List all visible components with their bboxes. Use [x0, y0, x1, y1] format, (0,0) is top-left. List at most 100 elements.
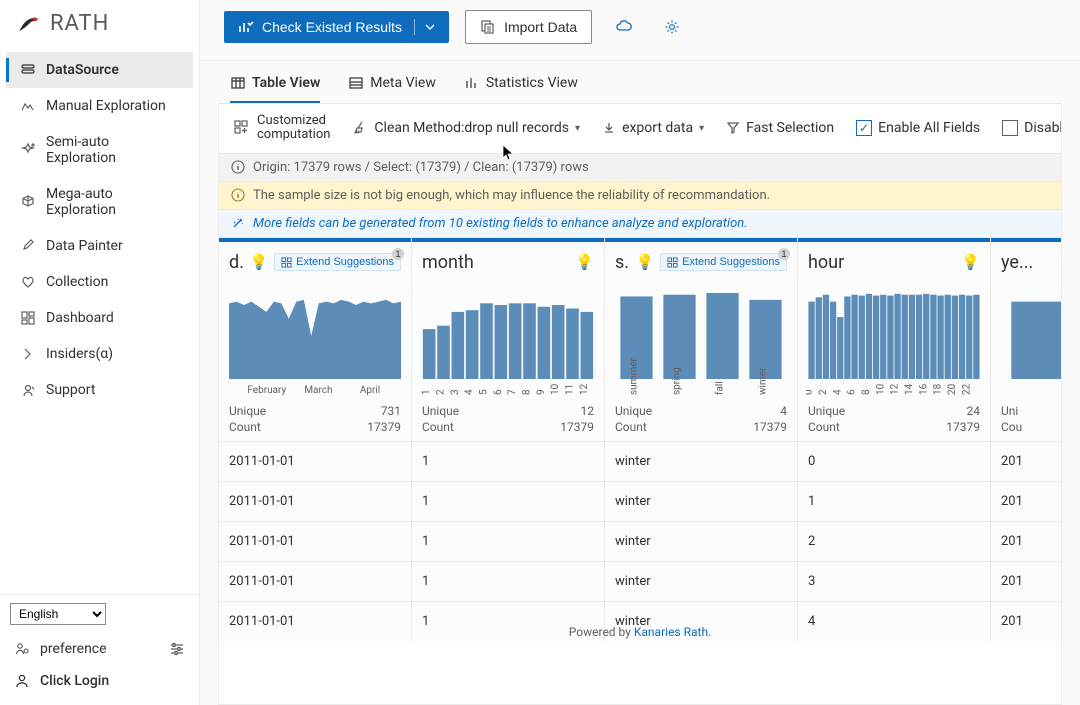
column-header[interactable]: d... 💡 Extend Suggestions1: [219, 238, 411, 281]
svg-text:5: 5: [479, 389, 490, 395]
sidebar-item-label: Semi-auto Exploration: [46, 134, 179, 166]
svg-text:14: 14: [904, 383, 915, 395]
sidebar-item-insiders-[interactable]: Insiders(α): [6, 336, 193, 372]
language-select[interactable]: English: [10, 603, 106, 625]
tab-meta-view[interactable]: Meta View: [348, 75, 436, 103]
data-cell: 2011-01-01: [219, 521, 411, 561]
svg-text:12: 12: [579, 383, 590, 395]
cube-icon: [20, 194, 36, 210]
sidebar-item-manual-exploration[interactable]: Manual Exploration: [6, 88, 193, 124]
data-cell: 201: [991, 601, 1061, 641]
svg-text:0: 0: [806, 389, 815, 395]
info-icon: [231, 188, 245, 202]
cloud-sync-button[interactable]: [608, 11, 640, 43]
svg-text:2: 2: [436, 389, 447, 395]
tab-table-view[interactable]: Table View: [230, 75, 320, 103]
clean-method-select[interactable]: Clean Method:drop null records ▾: [352, 120, 580, 136]
disable-all-label: Disable All Fields: [1024, 120, 1062, 136]
svg-text:9: 9: [536, 389, 547, 395]
data-panel: Customized computation Clean Method:drop…: [218, 103, 1062, 705]
suggestion-bar[interactable]: More fields can be generated from 10 exi…: [219, 209, 1061, 237]
grid-plus-icon: [233, 119, 251, 137]
tab-icon: [348, 75, 364, 91]
suggestion-text: More fields can be generated from 10 exi…: [253, 216, 748, 231]
preference-link[interactable]: preference: [10, 633, 189, 665]
login-label: Click Login: [40, 673, 109, 689]
settings-button[interactable]: [656, 11, 688, 43]
svg-text:8: 8: [522, 389, 533, 395]
column-title: hour: [808, 252, 955, 273]
data-cell: winter: [605, 561, 797, 601]
svg-text:February: February: [247, 385, 286, 396]
sidebar-item-label: DataSource: [46, 62, 119, 78]
sidebar-item-datasource[interactable]: DataSource: [6, 52, 193, 88]
sidebar-item-mega-auto-exploration[interactable]: Mega-auto Exploration: [6, 176, 193, 228]
enable-all-label: Enable All Fields: [878, 120, 980, 136]
data-cell: 4: [798, 601, 990, 641]
lightbulb-icon[interactable]: 💡: [575, 253, 594, 271]
svg-text:March: March: [304, 385, 332, 396]
powered-link[interactable]: Kanaries Rath: [634, 625, 708, 639]
data-cell: winter: [605, 481, 797, 521]
column-header[interactable]: ye... 💡: [991, 238, 1061, 281]
customized-computation[interactable]: Customized computation: [233, 114, 330, 143]
lightbulb-icon[interactable]: 💡: [249, 253, 268, 271]
sidebar-item-semi-auto-exploration[interactable]: Semi-auto Exploration: [6, 124, 193, 176]
column-hour: hour 💡 0246810121416182022 Unique24 Coun…: [798, 238, 991, 641]
svg-text:18: 18: [933, 383, 944, 395]
chevron-down-icon: ▾: [699, 123, 704, 134]
lightbulb-icon[interactable]: 💡: [961, 253, 980, 271]
column-title: month: [422, 252, 569, 273]
enable-all-fields[interactable]: ✓ Enable All Fields: [856, 120, 980, 136]
sidebar-item-collection[interactable]: Collection: [6, 264, 193, 300]
column-header[interactable]: month 💡: [412, 238, 604, 281]
check-results-button[interactable]: Check Existed Results: [224, 11, 449, 43]
svg-text:6: 6: [493, 389, 504, 395]
tab-label: Table View: [252, 75, 320, 91]
svg-text:22: 22: [961, 383, 972, 395]
support-icon: [20, 382, 36, 398]
sidebar-item-label: Dashboard: [46, 310, 114, 326]
import-data-button[interactable]: Import Data: [465, 10, 592, 44]
broom-icon: [352, 120, 368, 136]
fast-selection[interactable]: Fast Selection: [726, 120, 834, 136]
login-link[interactable]: Click Login: [10, 665, 189, 697]
warning-text: The sample size is not big enough, which…: [253, 188, 770, 203]
tab-statistics-view[interactable]: Statistics View: [464, 75, 578, 103]
extend-suggestions-button[interactable]: Extend Suggestions1: [274, 253, 401, 271]
lightbulb-icon[interactable]: 💡: [635, 253, 654, 271]
nav: DataSource Manual Exploration Semi-auto Ex…: [0, 52, 199, 594]
sidebar-item-label: Manual Exploration: [46, 98, 166, 114]
svg-text:spring: spring: [672, 367, 683, 395]
disable-all-fields[interactable]: Disable All Fields: [1002, 120, 1062, 136]
column-chart: summerspringfallwinter: [605, 281, 797, 401]
svg-text:fall: fall: [714, 381, 726, 395]
person-icon: [14, 673, 30, 689]
data-cell: 0: [798, 441, 990, 481]
data-cell: 3: [798, 561, 990, 601]
sliders-icon: [169, 641, 185, 657]
export-data[interactable]: export data ▾: [602, 120, 704, 136]
extend-suggestions-button[interactable]: Extend Suggestions1: [660, 253, 787, 271]
preference-label: preference: [40, 641, 107, 657]
column-chart: 0246810121416182022: [798, 281, 990, 401]
warning-bar: The sample size is not big enough, which…: [219, 181, 1061, 209]
sidebar-item-data-painter[interactable]: Data Painter: [6, 228, 193, 264]
brush-icon: [20, 238, 36, 254]
summary-bar: Origin: 17379 rows / Select: (17379) / C…: [219, 153, 1061, 181]
svg-text:3: 3: [450, 389, 461, 395]
import-data-label: Import Data: [504, 19, 577, 35]
check-results-dropdown[interactable]: [414, 19, 435, 35]
summary-text: Origin: 17379 rows / Select: (17379) / C…: [253, 160, 589, 175]
column-title: d...: [229, 252, 243, 273]
tab-icon: [230, 75, 246, 91]
column-title: se...: [615, 252, 629, 273]
column-header[interactable]: hour 💡: [798, 238, 990, 281]
sidebar-item-support[interactable]: Support: [6, 372, 193, 408]
svg-text:16: 16: [918, 383, 929, 395]
view-tabs: Table View Meta View Statistics View: [200, 61, 1080, 103]
svg-text:4: 4: [832, 389, 843, 395]
sidebar-item-dashboard[interactable]: Dashboard: [6, 300, 193, 336]
column-stats: Unique4 Count17379: [605, 401, 797, 441]
column-header[interactable]: se... 💡 Extend Suggestions1: [605, 238, 797, 281]
